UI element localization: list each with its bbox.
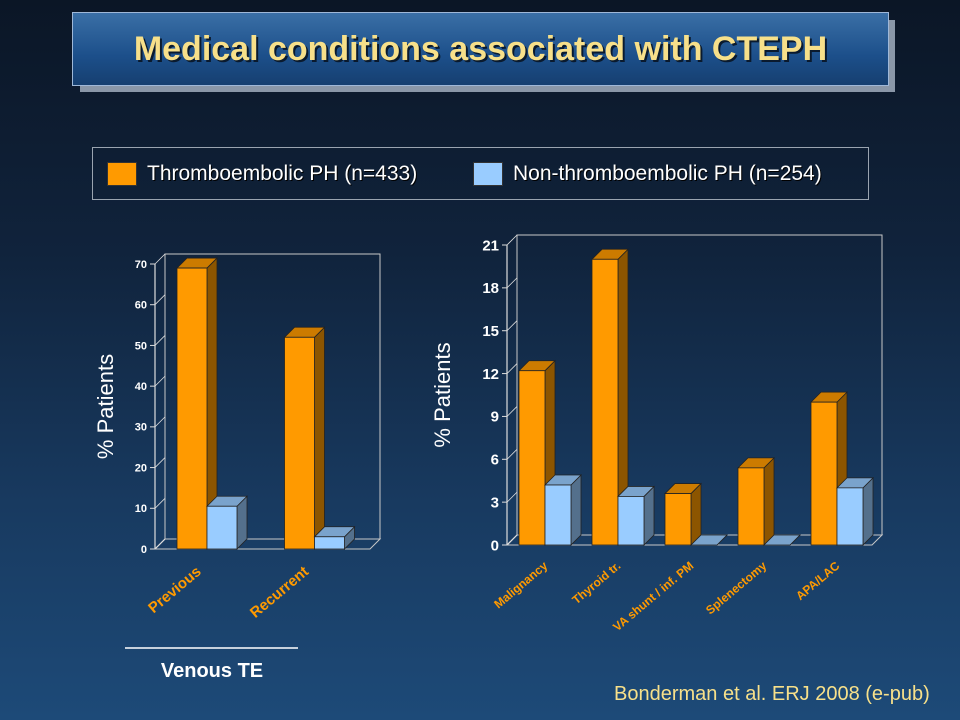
chart1-ytick-slant-6 <box>154 294 166 305</box>
chart2-bar-1-1 <box>617 485 655 546</box>
chart2-bar-4-0-front <box>810 401 838 546</box>
chart1-y-axis-title: % Patients <box>93 354 118 459</box>
chart1-bar-1-1 <box>313 525 356 550</box>
legend-item-thromboembolic: Thromboembolic PH (n=433) <box>107 161 418 186</box>
chart2-category-label-2: VA shunt / inf. PM <box>610 559 696 634</box>
chart1-ytick-slant-3 <box>154 416 166 428</box>
chart2-bar-3-0 <box>737 456 775 546</box>
page-title: Medical conditions associated with CTEPH <box>133 29 828 68</box>
chart2-bar-1-1-front <box>617 496 645 546</box>
chart1-ytick-label-6: 60 <box>135 300 147 312</box>
chart2-ytick-label-6: 18 <box>482 280 499 297</box>
chart2-ytick-label-0: 0 <box>491 537 499 554</box>
chart2-ytick-label-4: 12 <box>482 366 499 383</box>
title-banner: Medical conditions associated with CTEPH <box>72 12 889 86</box>
chart2-bar-2-0-side <box>690 482 702 546</box>
chart1-ytick-label-5: 50 <box>135 340 147 352</box>
chart2-ytick-slant-3 <box>506 406 518 417</box>
chart2-bar-3-0-side <box>763 456 775 546</box>
chart1-ytick-label-7: 70 <box>135 259 147 271</box>
chart1-bar-0-1 <box>206 495 248 550</box>
chart2-bar-4-1-front <box>836 487 864 546</box>
legend-label-thromboembolic: Thromboembolic PH (n=433) <box>147 161 418 185</box>
chart2-ytick-slant-6 <box>506 277 518 289</box>
chart1-ytick-slant-0 <box>154 538 166 550</box>
chart2-category-label-4: APA/LAC <box>793 558 842 603</box>
legend-item-non-thromboembolic: Non-thromboembolic PH (n=254) <box>473 161 822 186</box>
chart1-ytick-label-2: 20 <box>135 462 147 474</box>
legend-swatch-orange <box>107 161 137 186</box>
legend-swatch-blue <box>473 161 503 186</box>
chart2-ytick-label-5: 15 <box>482 323 499 340</box>
chart1-category-label-0: Previous <box>145 563 204 617</box>
chart1-ytick-label-1: 10 <box>135 503 147 515</box>
chart2-ytick-slant-1 <box>506 491 518 503</box>
chart2-bar-4-1-side <box>862 476 874 546</box>
chart2-y-axis-title: % Patients <box>430 342 455 447</box>
chart2-bar-4-1 <box>836 476 874 546</box>
chart-legend: Thromboembolic PH (n=433) Non-thromboemb… <box>92 147 869 200</box>
chart2-ytick-slant-2 <box>506 449 518 460</box>
chart2-ytick-label-2: 6 <box>491 452 499 469</box>
chart2-bar-2-1 <box>690 534 728 546</box>
chart1-ytick-slant-4 <box>154 375 166 387</box>
chart2-bar-2-0-front <box>664 493 692 546</box>
chart2-bar-3-0-front <box>737 467 765 546</box>
chart2-ytick-slant-7 <box>506 234 518 246</box>
chart2-bar-1-0-front <box>591 258 619 546</box>
chart2-bar-0-1 <box>544 474 582 546</box>
chart2-ytick-slant-0 <box>506 534 518 546</box>
chart2-ytick-label-7: 21 <box>482 237 499 254</box>
chart2-bar-2-1-top <box>690 534 728 546</box>
chart2-bar-0-1-side <box>570 474 582 546</box>
chart2-ytick-slant-4 <box>506 363 518 374</box>
chart1-ytick-label-0: 0 <box>141 544 147 556</box>
chart1-ytick-slant-1 <box>154 498 166 509</box>
chart2-category-label-1: Thyroid tr. <box>569 559 623 607</box>
chart1-bar-0-1-front <box>206 505 238 550</box>
chart1-bar-0-0-front <box>176 267 208 550</box>
chart1-category-label-1: Recurrent <box>247 563 312 622</box>
chart1-bar-1-0-side <box>314 326 325 550</box>
chart1-ytick-slant-2 <box>154 457 166 468</box>
chart2-bar-3-1 <box>763 534 801 546</box>
chart2-ytick-label-3: 9 <box>491 409 499 426</box>
chart2-ytick-slant-5 <box>506 320 518 331</box>
citation: Bonderman et al. ERJ 2008 (e-pub) <box>614 683 930 705</box>
chart2-category-label-3: Splenectomy <box>703 558 769 617</box>
chart1-bar-1-0-front <box>284 336 315 550</box>
chart1-ytick-label-4: 40 <box>135 381 147 393</box>
chart1-x-axis-title: Venous TE <box>161 660 263 682</box>
chart1-bar-1-1-front <box>314 536 345 550</box>
chart1-ytick-slant-5 <box>154 335 166 346</box>
chart2-bar-2-0 <box>664 482 702 546</box>
chart2-bar-3-1-top <box>763 534 801 546</box>
chart2-ytick-label-1: 3 <box>491 494 499 511</box>
chart2-category-label-0: Malignancy <box>491 558 550 611</box>
chart2-bar-0-1-front <box>544 484 572 546</box>
chart1-ytick-label-3: 30 <box>135 422 147 434</box>
chart1-bar-1-0 <box>283 326 326 550</box>
chart1-ytick-slant-7 <box>154 253 166 265</box>
chart2-bar-0-0-front <box>518 370 546 546</box>
legend-label-non-thromboembolic: Non-thromboembolic PH (n=254) <box>513 161 822 185</box>
